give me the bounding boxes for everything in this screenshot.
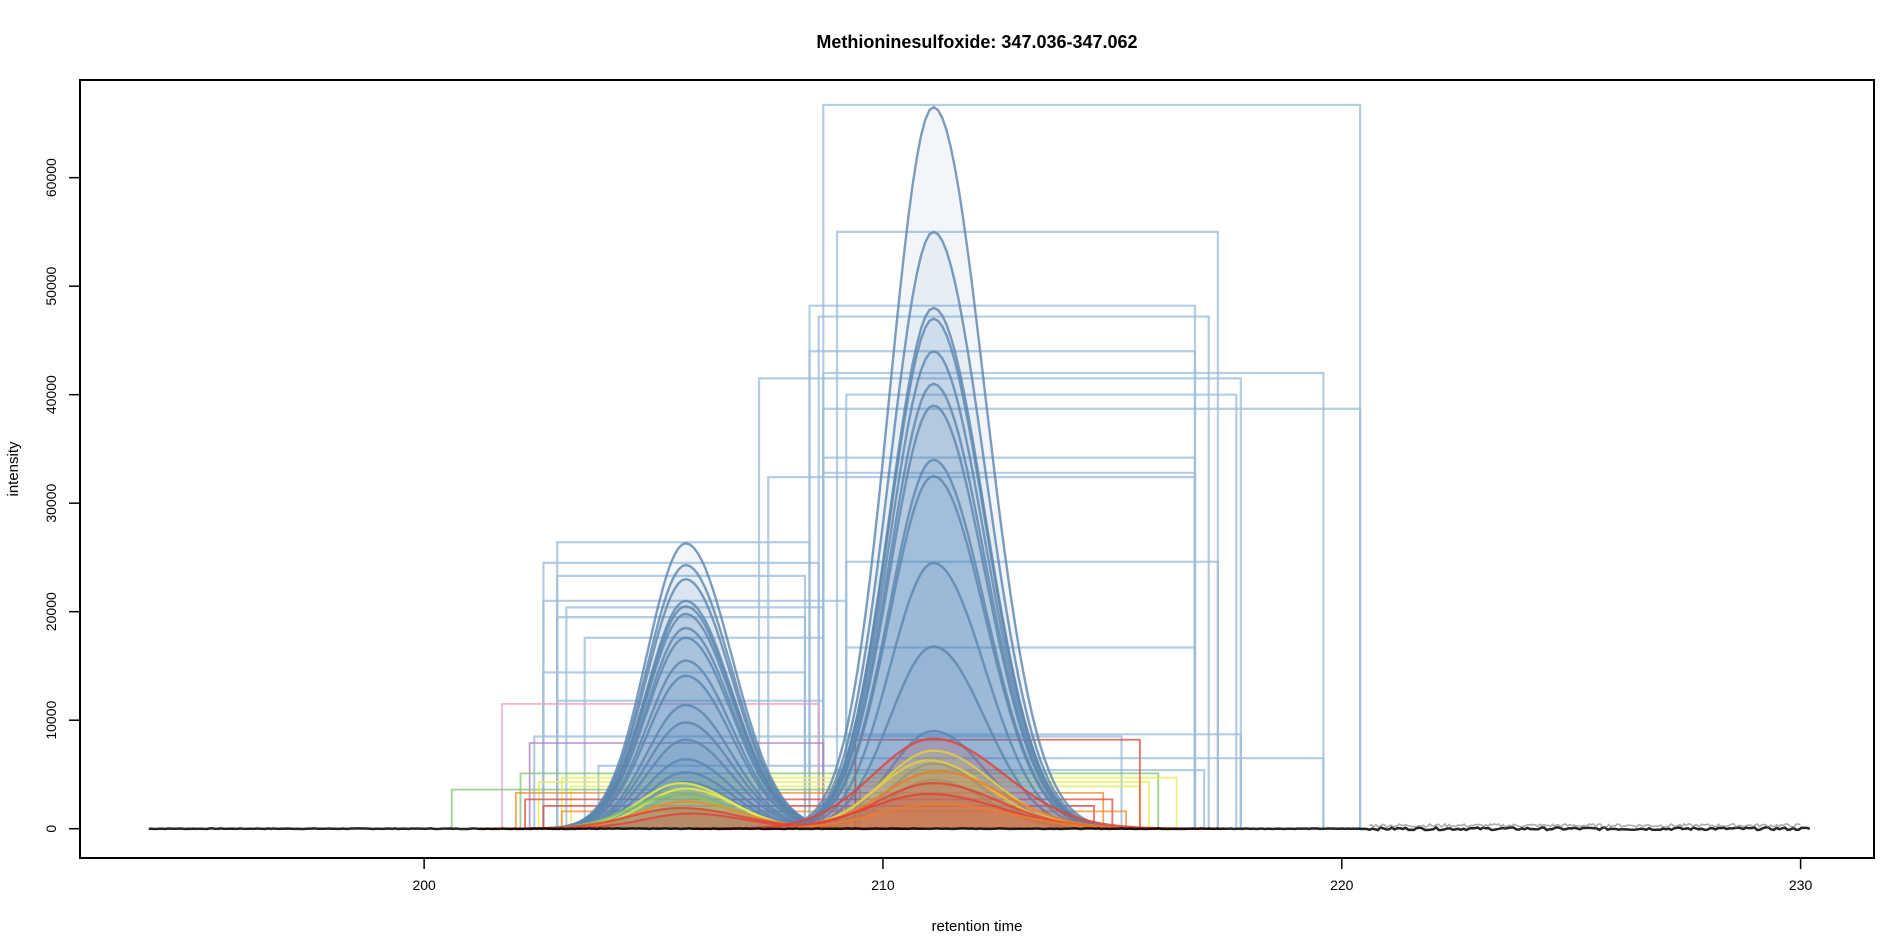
integration-box xyxy=(757,377,1242,829)
y-tick-label: 50000 xyxy=(43,266,59,305)
minor-peak-fill xyxy=(502,801,906,829)
x-axis-label: retention time xyxy=(932,918,1023,935)
minor-peak-fill xyxy=(731,750,1176,829)
minor-peak-fill xyxy=(699,803,1225,829)
peak-fill xyxy=(529,613,873,829)
peak-fill xyxy=(529,772,873,829)
minor-peak-fill xyxy=(515,783,880,829)
x-tick-label: 230 xyxy=(1789,877,1813,893)
chart-title: Methioninesulfoxide: 347.036-347.062 xyxy=(816,32,1137,52)
x-axis: 200 210 220 230 xyxy=(412,857,1813,893)
minor-peak-fill xyxy=(690,794,1216,829)
minor-integration-box xyxy=(854,738,1141,829)
baseline-trace xyxy=(148,825,1811,832)
y-axis-label: intensity xyxy=(5,441,22,497)
x-tick-label: 200 xyxy=(412,877,436,893)
peak-fill xyxy=(759,476,1143,829)
peak-fill xyxy=(529,794,873,829)
peak-fill xyxy=(529,675,873,829)
minor-peak-fill xyxy=(506,813,911,829)
peak-fill xyxy=(759,307,1143,829)
peak-fill xyxy=(759,405,1143,829)
peak-fill xyxy=(759,459,1143,829)
y-tick-label: 40000 xyxy=(43,375,59,414)
y-axis: 0 10000 20000 30000 40000 50000 60000 xyxy=(43,158,81,833)
peak-fill xyxy=(529,606,873,829)
peak-fill xyxy=(759,318,1143,829)
peak-fill xyxy=(529,565,873,829)
baseline-noise-trace xyxy=(1369,822,1801,829)
minor-peak-fill xyxy=(717,771,1203,829)
y-tick-label: 30000 xyxy=(43,484,59,523)
y-tick-label: 0 xyxy=(43,825,59,833)
minor-peak-fill xyxy=(492,795,897,829)
y-tick-label: 20000 xyxy=(43,592,59,631)
minor-integration-box xyxy=(524,798,1114,829)
peak-fill xyxy=(529,782,873,829)
peak-fill xyxy=(529,705,873,829)
minor-peak-line xyxy=(694,737,1220,830)
x-tick-label: 210 xyxy=(871,877,895,893)
plot-area xyxy=(148,103,1811,832)
peak-fill xyxy=(759,383,1143,829)
peak-line xyxy=(759,105,1143,830)
peak-fill xyxy=(529,579,873,829)
y-tick-label: 60000 xyxy=(43,158,59,197)
minor-peak-fill xyxy=(479,808,924,829)
minor-peak-fill xyxy=(694,738,1220,829)
peak-fill xyxy=(759,562,1143,829)
peak-fill xyxy=(759,731,1143,829)
y-tick-label: 10000 xyxy=(43,701,59,740)
integration-box xyxy=(542,671,807,829)
x-tick-label: 220 xyxy=(1330,877,1354,893)
peak-fill xyxy=(759,231,1143,829)
integration-box xyxy=(835,230,1219,829)
peak-fill xyxy=(529,759,873,829)
peak-fill xyxy=(529,637,873,829)
minor-peak-fill xyxy=(713,783,1198,829)
peak-fill xyxy=(759,107,1143,829)
peak-fill xyxy=(529,600,873,829)
peak-fill xyxy=(759,351,1143,829)
